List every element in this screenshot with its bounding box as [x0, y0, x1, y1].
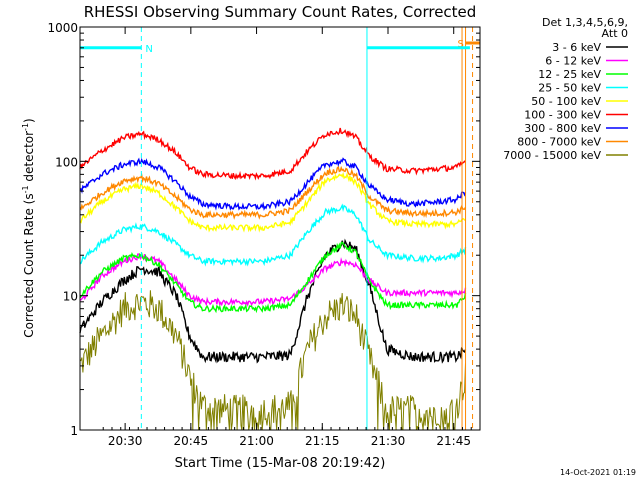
y-tick-label-2: 100 — [55, 155, 78, 169]
series-line-0 — [79, 238, 467, 364]
x-tick-label-0: 20:30 — [108, 434, 143, 448]
plot-frame — [79, 26, 481, 431]
x-tick-label-5: 21:45 — [436, 434, 471, 448]
legend-label-3: 25 - 50 keV — [538, 82, 601, 95]
y-tick-label-3: 1000 — [47, 21, 78, 35]
annotation-label-1: S — [458, 39, 464, 50]
annotation-label-0: N — [145, 44, 152, 55]
y-axis-label-main: Corrected Count Rate (s — [22, 193, 36, 337]
series-line-7 — [79, 165, 467, 220]
legend-label-7: 800 - 7000 keV — [517, 136, 601, 149]
series-line-8 — [79, 290, 466, 431]
legend-label-0: 3 - 6 keV — [552, 41, 601, 54]
legend-label-8: 7000 - 15000 keV — [503, 149, 601, 162]
x-axis-label: Start Time (15-Mar-08 20:19:42) — [175, 456, 386, 471]
legend-label-2: 12 - 25 keV — [538, 68, 601, 81]
axes-layer: 20:30 20:45 21:00 21:15 21:30 21:45 1 10 100 1000 — [47, 21, 481, 448]
x-tick-label-1: 20:45 — [174, 434, 209, 448]
generated-timestamp: 14-Oct-2021 01:19 — [560, 468, 636, 477]
legend-label-1: 6 - 12 keV — [545, 55, 601, 68]
y-tick-label-0: 1 — [70, 424, 78, 438]
y-axis-label-sup1: -1 — [21, 185, 30, 193]
x-tick-label-4: 21:30 — [371, 434, 406, 448]
series-line-5 — [79, 127, 467, 181]
series-line-6 — [79, 157, 467, 211]
series-line-2 — [79, 241, 467, 314]
legend-label-5: 100 - 300 keV — [524, 109, 601, 122]
legend-header-1: Att 0 — [602, 27, 628, 40]
y-axis-label-sup2: -1 — [21, 123, 30, 131]
y-axis-label: Corrected Count Rate (s-1 detector-1) — [21, 118, 36, 337]
y-axis-label-end: ) — [22, 118, 36, 123]
y-tick-label-1: 10 — [63, 290, 78, 304]
chart-title: RHESSI Observing Summary Count Rates, Co… — [84, 3, 477, 21]
y-axis-label-mid: detector — [22, 131, 36, 186]
legend-label-6: 300 - 800 keV — [524, 122, 601, 135]
x-tick-label-3: 21:15 — [305, 434, 340, 448]
legend-header-0: Det 1,3,4,5,6,9, — [542, 16, 628, 29]
series-line-3 — [79, 203, 467, 267]
series-layer — [79, 127, 467, 431]
legend-label-4: 50 - 100 keV — [531, 95, 601, 108]
series-line-4 — [79, 171, 466, 233]
series-line-1 — [79, 253, 467, 307]
x-tick-label-2: 21:00 — [239, 434, 274, 448]
